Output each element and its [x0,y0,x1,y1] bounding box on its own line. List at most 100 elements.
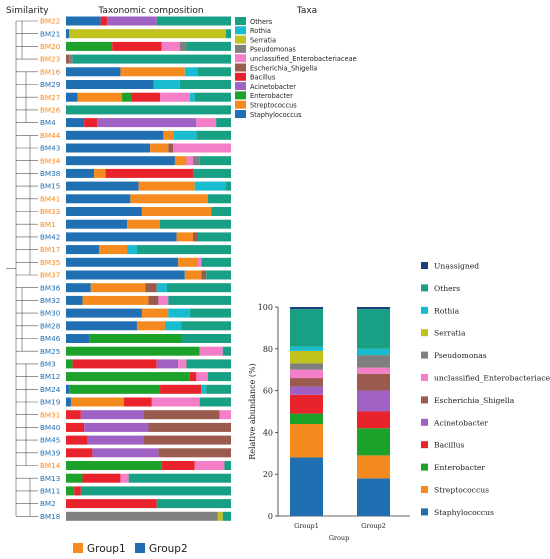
bar-bm20-enterobacter [66,41,113,51]
taxa-legend-label-escherichia-shigella: Escherichia_Shigella [250,64,317,72]
bar-bm2-others [156,499,231,509]
bar-bm31-bacillus [66,410,81,420]
sample-label-bm40: BM40 [40,423,61,432]
x-tick-label-group2: Group2 [361,522,386,530]
bar-bm2-bacillus [66,499,157,509]
abundance-legend-swatch-streptococcus [421,486,428,493]
bar-bm23-others [72,54,231,64]
taxa-legend-label-rothia: Rothia [250,27,271,35]
bar-bm20-bacillus [112,41,162,51]
taxa-legend-swatch-others [235,17,246,25]
group-bar-group1-enterobacter [290,413,323,425]
taxa-header: Taxa [296,6,317,16]
group-bar-group1-rothia [290,346,323,351]
bar-bm13-enterobacter [66,473,83,483]
similarity-dendrogram [6,20,38,517]
bar-bm24-rothia [201,384,207,394]
bar-bm36-others [166,283,231,293]
bar-bm12-bacillus [189,372,197,382]
group-bar-group2-unassigned [357,307,390,310]
sample-label-bm29: BM29 [40,80,61,89]
bar-bm46-staphylococcus [66,334,90,343]
bar-bm33-streptococcus [141,207,212,216]
bar-bm28-others [181,321,231,331]
bar-bm44-rothia [173,130,197,140]
bar-bm37-escherichia-shigella [201,270,207,280]
abundance-legend-label-acinetobacter: Acinetobacter [433,418,488,427]
bar-bm30-streptococcus [141,308,169,318]
bar-bm4-others [216,118,231,128]
bar-bm29-others [179,80,231,89]
bar-bm27-rothia [189,92,195,102]
bar-bm15-staphylococcus [66,181,139,191]
bar-bm11-others [80,486,231,496]
sample-label-bm13: BM13 [40,474,60,483]
sample-label-bm12: BM12 [40,372,60,381]
bar-bm43-unclassified-enterobacteriaceae [173,143,231,153]
bar-bm43-staphylococcus [66,143,151,153]
bar-bm19-streptococcus [70,397,124,407]
taxa-legend-swatch-acinetobacter [235,82,246,91]
sample-label-bm45: BM45 [40,436,60,445]
bar-bm20-unclassified-enterobacteriaceae [161,41,180,51]
bar-bm4-bacillus [84,118,98,128]
bar-bm34-unclassified-enterobacteriaceae [186,156,194,166]
bar-bm19-unclassified-enterobacteriaceae [151,397,200,407]
bar-bm22-staphylococcus [66,16,101,26]
taxa-legend-label-staphylococcus: Staphylococcus [250,111,302,119]
taxa-legend-label-acinetobacter: Acinetobacter [250,83,296,91]
bar-bm40-bacillus [66,422,85,432]
bar-bm27-unclassified-enterobacteriaceae [160,92,190,102]
taxa-legend-swatch-pseudomonas [235,44,246,53]
bar-bm38-bacillus [105,168,194,178]
bar-bm11-enterobacter [66,486,75,496]
bar-bm33-staphylococcus [66,207,142,216]
sample-label-bm25: BM25 [40,347,60,356]
taxa-legend-swatch-staphylococcus [235,110,246,118]
sample-label-bm33: BM33 [40,207,60,216]
abundance-legend-swatch-pseudomonas [421,351,428,359]
bar-bm36-staphylococcus [66,283,91,293]
abundance-legend-label-others: Others [434,284,460,293]
bar-bm3-acinetobacter [156,359,179,369]
bar-bm37-others [206,270,231,280]
abundance-legend-swatch-staphylococcus [421,508,428,516]
group-bar-group1-unassigned [290,307,323,310]
abundance-legend-label-rothia: Rothia [434,306,460,315]
taxa-legend-swatch-streptococcus [235,100,246,109]
bar-bm22-bacillus [100,16,108,26]
bar-bm30-rothia [168,308,190,318]
bar-bm42-staphylococcus [66,232,177,242]
group-abundance-chart: 0 20 40 60 80 100 Relative abundance (%) Group G… [248,303,410,542]
sample-label-bm43: BM43 [40,144,60,153]
bar-bm31-acinetobacter [80,410,144,420]
bar-bm46-others [181,334,231,343]
bar-bm25-enterobacter [66,346,200,356]
sample-label-bm41: BM41 [40,194,60,203]
bar-bm28-streptococcus [136,321,165,331]
sample-label-bm38: BM38 [40,169,61,178]
bar-bm38-staphylococcus [66,168,95,178]
bar-bm32-streptococcus [82,295,149,305]
sample-label-bm17: BM17 [40,245,60,254]
abundance-legend-swatch-unassigned [421,262,428,269]
bar-bm1-others [160,219,231,229]
y-tick-label-20: 20 [263,470,273,479]
sample-label-bm23: BM23 [40,55,60,64]
bar-bm12-others [207,372,231,382]
bar-bm34-others [199,156,231,166]
bar-bm3-enterobacter [66,359,73,369]
bar-bm20-others [186,41,231,51]
sample-label-bm31: BM31 [40,410,60,419]
y-tick-label-40: 40 [263,428,273,437]
bar-bm24-staphylococcus [66,384,70,394]
taxa-legend-label-enterobacter: Enterobacter [250,92,293,100]
bar-bm13-bacillus [82,473,121,483]
group-abundance-legend: Unassigned Others Rothia Serratia Pseudomona… [421,262,550,517]
bar-bm35-staphylococcus [66,257,179,267]
bar-bm32-staphylococcus [66,295,83,305]
bar-bm34-streptococcus [174,156,187,166]
sample-label-bm15: BM15 [40,182,60,191]
